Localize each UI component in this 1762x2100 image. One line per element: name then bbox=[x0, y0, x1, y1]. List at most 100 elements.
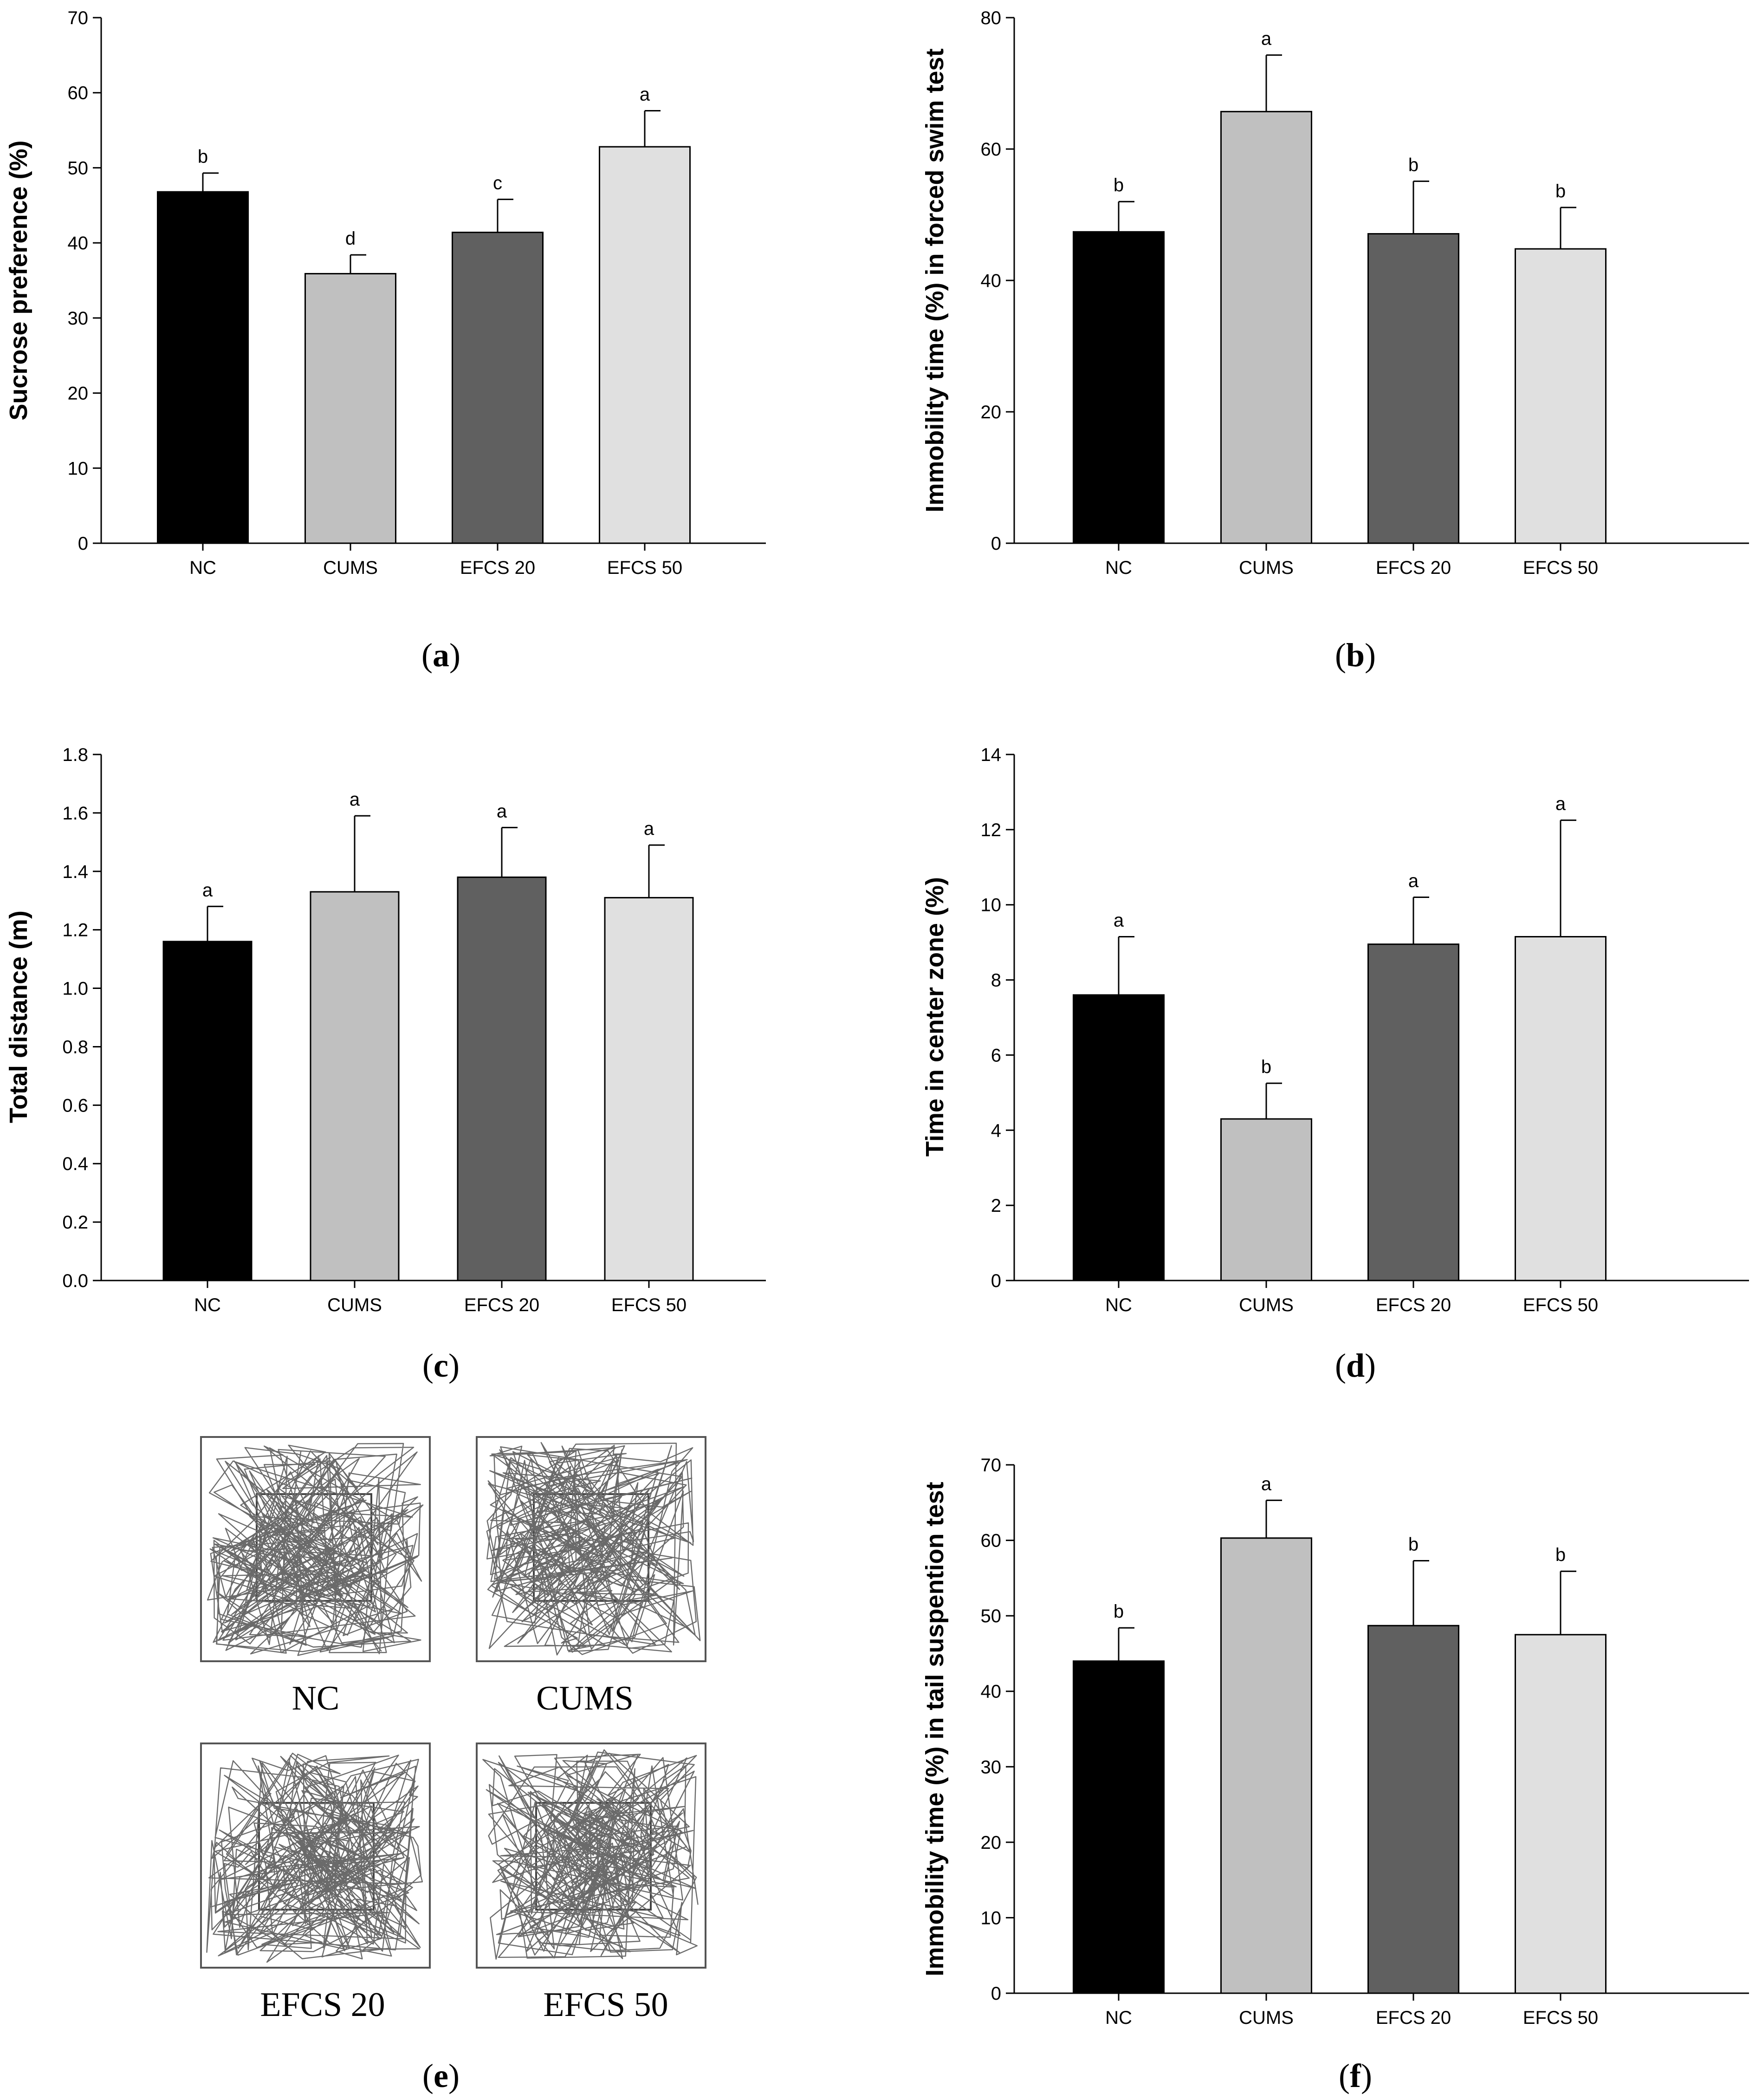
y-tick-label-c: 0.2 bbox=[62, 1212, 88, 1233]
y-tick-label-c: 1.2 bbox=[62, 920, 88, 941]
y-axis-title-f: Immobility time (%) in tail suspention t… bbox=[921, 1482, 949, 1976]
y-tick-label-c: 1.0 bbox=[62, 979, 88, 999]
chart-panel-c: 0.0 0.2 0.4 0.6 0.8 1.0 1.2 1.4 1.6 1.8 Total dist… bbox=[5, 745, 766, 1315]
significance-label-b-nc: b bbox=[1114, 175, 1124, 195]
track-efcs20-label: EFCS 20 bbox=[260, 1986, 385, 2024]
y-tick-label-f: 0 bbox=[991, 1983, 1001, 2004]
bar-b-cums bbox=[1220, 111, 1312, 544]
significance-label-f-efcs-20: b bbox=[1408, 1534, 1419, 1554]
x-tick-label-c-nc: NC bbox=[194, 1295, 221, 1315]
y-tick-label-f: 50 bbox=[981, 1606, 1002, 1626]
x-tick-label-a-nc: NC bbox=[189, 558, 216, 578]
bar-c-efcs-50 bbox=[604, 897, 694, 1281]
track-cums: CUMS bbox=[476, 1436, 706, 1717]
y-tick-label-c: 1.8 bbox=[62, 745, 88, 765]
y-axis-title-c: Total distance (m) bbox=[5, 910, 32, 1123]
significance-label-b-efcs-20: b bbox=[1408, 155, 1419, 175]
x-tick-label-b-efcs-50: EFCS 50 bbox=[1523, 558, 1598, 578]
x-tick-label-d-nc: NC bbox=[1105, 1295, 1132, 1315]
bar-b-nc bbox=[1073, 231, 1165, 544]
bar-f-efcs-20 bbox=[1367, 1625, 1459, 1994]
track-efcs50: EFCS 50 bbox=[476, 1742, 706, 2024]
bar-d-nc bbox=[1073, 994, 1165, 1281]
y-tick-label-b: 0 bbox=[991, 533, 1001, 554]
significance-label-a-efcs-20: c bbox=[493, 173, 502, 193]
y-tick-label-c: 1.6 bbox=[62, 803, 88, 824]
significance-label-c-efcs-50: a bbox=[644, 819, 654, 839]
bar-d-efcs-20 bbox=[1367, 943, 1459, 1281]
significance-label-a-nc: b bbox=[198, 147, 208, 167]
x-tick-label-f-efcs-50: EFCS 50 bbox=[1523, 2008, 1598, 2028]
y-tick-label-d: 0 bbox=[991, 1271, 1001, 1291]
y-tick-label-a: 60 bbox=[68, 83, 89, 104]
bar-a-efcs-20 bbox=[452, 232, 544, 544]
panel-label-e: (e) bbox=[422, 2057, 460, 2094]
chart-panel-b: 0 20 40 60 80 Immobility time (%) in forced s… bbox=[921, 8, 1749, 578]
y-axis-title-b: Immobility time (%) in forced swim test bbox=[921, 48, 949, 512]
x-tick-label-f-efcs-20: EFCS 20 bbox=[1376, 2008, 1451, 2028]
y-tick-label-c: 0.4 bbox=[62, 1154, 88, 1174]
y-tick-label-d: 10 bbox=[981, 895, 1002, 916]
bar-a-cums bbox=[304, 273, 396, 544]
x-tick-label-b-nc: NC bbox=[1105, 558, 1132, 578]
significance-label-c-nc: a bbox=[202, 880, 213, 900]
bar-f-nc bbox=[1073, 1660, 1165, 1994]
significance-label-b-cums: a bbox=[1261, 29, 1272, 49]
open-field-tracks: NC CUMS EFCS 20 EFCS 50 bbox=[200, 1436, 706, 2024]
significance-label-a-efcs-50: a bbox=[640, 85, 650, 105]
track-nc: NC bbox=[200, 1436, 431, 1717]
y-tick-label-a: 50 bbox=[68, 158, 89, 178]
y-tick-label-f: 70 bbox=[981, 1455, 1002, 1476]
y-tick-label-b: 80 bbox=[981, 8, 1002, 28]
bar-c-nc bbox=[162, 941, 253, 1281]
panel-label-d: (d) bbox=[1335, 1347, 1376, 1384]
track-cums-path bbox=[486, 1442, 701, 1656]
significance-label-d-cums: b bbox=[1261, 1057, 1271, 1077]
panel-label-a: (a) bbox=[421, 637, 460, 674]
x-tick-label-a-efcs-20: EFCS 20 bbox=[460, 558, 535, 578]
track-cums-label: CUMS bbox=[536, 1679, 634, 1717]
y-axis-title-d: Time in center zone (%) bbox=[921, 877, 949, 1157]
bar-c-efcs-20 bbox=[457, 876, 547, 1281]
significance-label-d-efcs-50: a bbox=[1555, 794, 1566, 814]
y-tick-label-c: 0.6 bbox=[62, 1095, 88, 1116]
y-tick-label-f: 20 bbox=[981, 1833, 1002, 1853]
chart-panel-f: 0 10 20 30 40 50 60 70 Immobility time (%) in ta… bbox=[921, 1455, 1749, 2028]
y-tick-label-a: 20 bbox=[68, 384, 89, 404]
significance-label-c-efcs-20: a bbox=[497, 801, 507, 821]
bar-b-efcs-20 bbox=[1367, 233, 1459, 544]
y-tick-label-a: 70 bbox=[68, 8, 89, 28]
y-tick-label-c: 0.8 bbox=[62, 1037, 88, 1057]
x-tick-label-d-efcs-20: EFCS 20 bbox=[1376, 1295, 1451, 1315]
significance-label-d-nc: a bbox=[1114, 910, 1124, 931]
x-tick-label-d-cums: CUMS bbox=[1239, 1295, 1294, 1315]
bar-d-efcs-50 bbox=[1515, 936, 1607, 1281]
track-efcs50-label: EFCS 50 bbox=[543, 1986, 668, 2024]
y-tick-label-d: 8 bbox=[991, 970, 1001, 991]
y-tick-label-b: 60 bbox=[981, 139, 1002, 160]
y-tick-label-d: 2 bbox=[991, 1196, 1001, 1216]
bar-a-efcs-50 bbox=[599, 146, 691, 544]
x-tick-label-a-cums: CUMS bbox=[323, 558, 378, 578]
significance-label-f-nc: b bbox=[1114, 1601, 1124, 1622]
y-tick-label-f: 60 bbox=[981, 1531, 1002, 1551]
x-tick-label-d-efcs-50: EFCS 50 bbox=[1523, 1295, 1598, 1315]
bar-a-nc bbox=[157, 191, 249, 544]
y-tick-label-d: 12 bbox=[981, 820, 1002, 840]
bar-b-efcs-50 bbox=[1515, 248, 1607, 544]
track-nc-label: NC bbox=[292, 1679, 340, 1717]
y-tick-label-f: 40 bbox=[981, 1682, 1002, 1702]
y-tick-label-a: 30 bbox=[68, 308, 89, 329]
panel-label-f: (f) bbox=[1339, 2057, 1372, 2094]
y-tick-label-a: 40 bbox=[68, 233, 89, 254]
bar-d-cums bbox=[1220, 1118, 1312, 1281]
track-nc-path bbox=[207, 1443, 424, 1656]
x-tick-label-b-cums: CUMS bbox=[1239, 558, 1294, 578]
bar-f-cums bbox=[1220, 1537, 1312, 1994]
panel-label-c: (c) bbox=[422, 1347, 460, 1384]
y-tick-label-d: 6 bbox=[991, 1045, 1001, 1066]
chart-panel-d: 0 2 4 6 8 10 12 14 Time in center zone (%) a NC b CU… bbox=[921, 745, 1749, 1315]
x-tick-label-f-nc: NC bbox=[1105, 2008, 1132, 2028]
y-tick-label-a: 10 bbox=[68, 458, 89, 479]
